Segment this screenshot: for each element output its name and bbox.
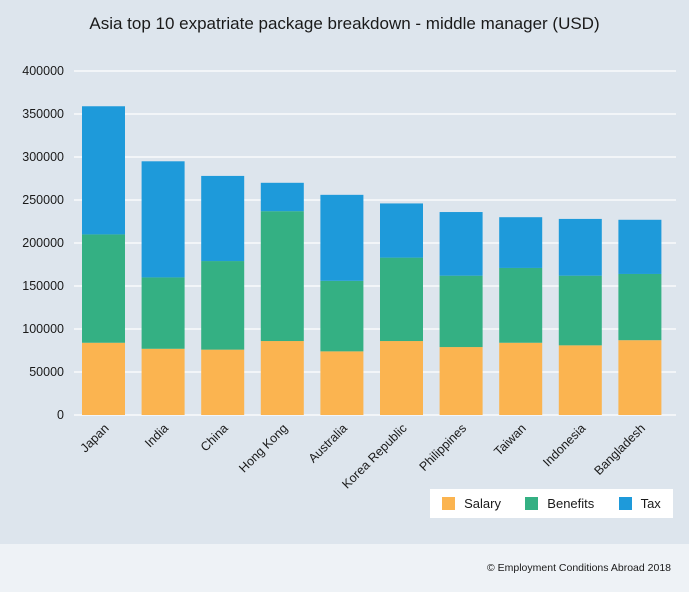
x-tick-label: Japan xyxy=(78,421,112,455)
bar-salary-india xyxy=(141,348,185,415)
y-tick-label: 300000 xyxy=(22,150,64,164)
x-tick-label: Taiwan xyxy=(491,421,528,458)
bar-tax-japan xyxy=(82,106,125,235)
bar-tax-australia xyxy=(320,194,364,281)
y-axis-ticks: 0 50000 100000 150000 200000 250000 300000 3500… xyxy=(22,64,64,422)
bar-benefits-india xyxy=(141,277,185,349)
x-tick-label: India xyxy=(142,421,171,450)
bar-tax-taiwan xyxy=(499,217,543,268)
bar-benefits-philippines xyxy=(439,275,483,348)
x-tick-label: Philippines xyxy=(417,421,470,474)
bar-tax-hong-kong xyxy=(260,182,304,212)
bar-salary-philippines xyxy=(439,347,483,415)
y-tick-label: 100000 xyxy=(22,322,64,336)
legend-item-salary: Salary xyxy=(442,496,501,511)
bar-tax-korea-republic xyxy=(380,203,423,258)
bar-salary-hong-kong xyxy=(260,341,304,415)
legend-swatch-salary xyxy=(442,497,456,510)
bar-benefits-korea-republic xyxy=(380,257,423,342)
chart-plot: 0 50000 100000 150000 200000 250000 300000 3500… xyxy=(22,64,676,492)
bar-benefits-australia xyxy=(320,280,364,352)
y-tick-label: 400000 xyxy=(22,64,64,78)
bar-salary-japan xyxy=(82,342,125,415)
legend-label-benefits: Benefits xyxy=(547,496,595,511)
bar-salary-indonesia xyxy=(558,345,602,415)
bar-benefits-indonesia xyxy=(558,275,602,346)
y-tick-label: 350000 xyxy=(22,107,64,121)
x-tick-label: Australia xyxy=(306,421,350,465)
bar-tax-china xyxy=(201,175,245,262)
bar-salary-bangladesh xyxy=(618,340,662,415)
bar-tax-india xyxy=(141,161,185,278)
copyright-text: © Employment Conditions Abroad 2018 xyxy=(486,562,671,574)
x-tick-label: China xyxy=(198,421,231,454)
x-tick-label: Bangladesh xyxy=(591,421,648,478)
y-tick-label: 150000 xyxy=(22,279,64,293)
x-tick-label: Indonesia xyxy=(540,421,588,469)
bar-tax-bangladesh xyxy=(618,219,662,274)
chart-title: Asia top 10 expatriate package breakdown… xyxy=(89,14,600,33)
legend-swatch-tax xyxy=(618,497,632,510)
bar-tax-indonesia xyxy=(558,218,602,276)
bar-benefits-china xyxy=(201,261,245,350)
bar-benefits-bangladesh xyxy=(618,273,662,341)
bar-salary-korea-republic xyxy=(380,341,423,415)
legend-item-benefits: Benefits xyxy=(525,496,594,511)
bar-benefits-japan xyxy=(82,234,125,343)
bar-benefits-taiwan xyxy=(499,267,543,343)
y-tick-label: 50000 xyxy=(29,365,64,379)
x-tick-label: Korea Republic xyxy=(339,421,409,491)
bars xyxy=(82,106,662,415)
x-tick-label: Hong Kong xyxy=(236,421,290,475)
legend-label-tax: Tax xyxy=(640,496,661,511)
bar-salary-taiwan xyxy=(499,342,543,415)
bar-tax-philippines xyxy=(439,212,483,276)
legend-swatch-benefits xyxy=(525,497,539,510)
y-tick-label: 200000 xyxy=(22,236,64,250)
legend: Salary Benefits Tax xyxy=(430,489,673,518)
legend-label-salary: Salary xyxy=(464,496,501,511)
bar-salary-australia xyxy=(320,351,364,415)
footer: © Employment Conditions Abroad 2018 xyxy=(0,544,689,592)
bar-salary-china xyxy=(201,349,245,415)
y-tick-label: 250000 xyxy=(22,193,64,207)
legend-item-tax: Tax xyxy=(618,496,661,511)
bar-benefits-hong-kong xyxy=(260,211,304,342)
y-tick-label: 0 xyxy=(57,408,64,422)
